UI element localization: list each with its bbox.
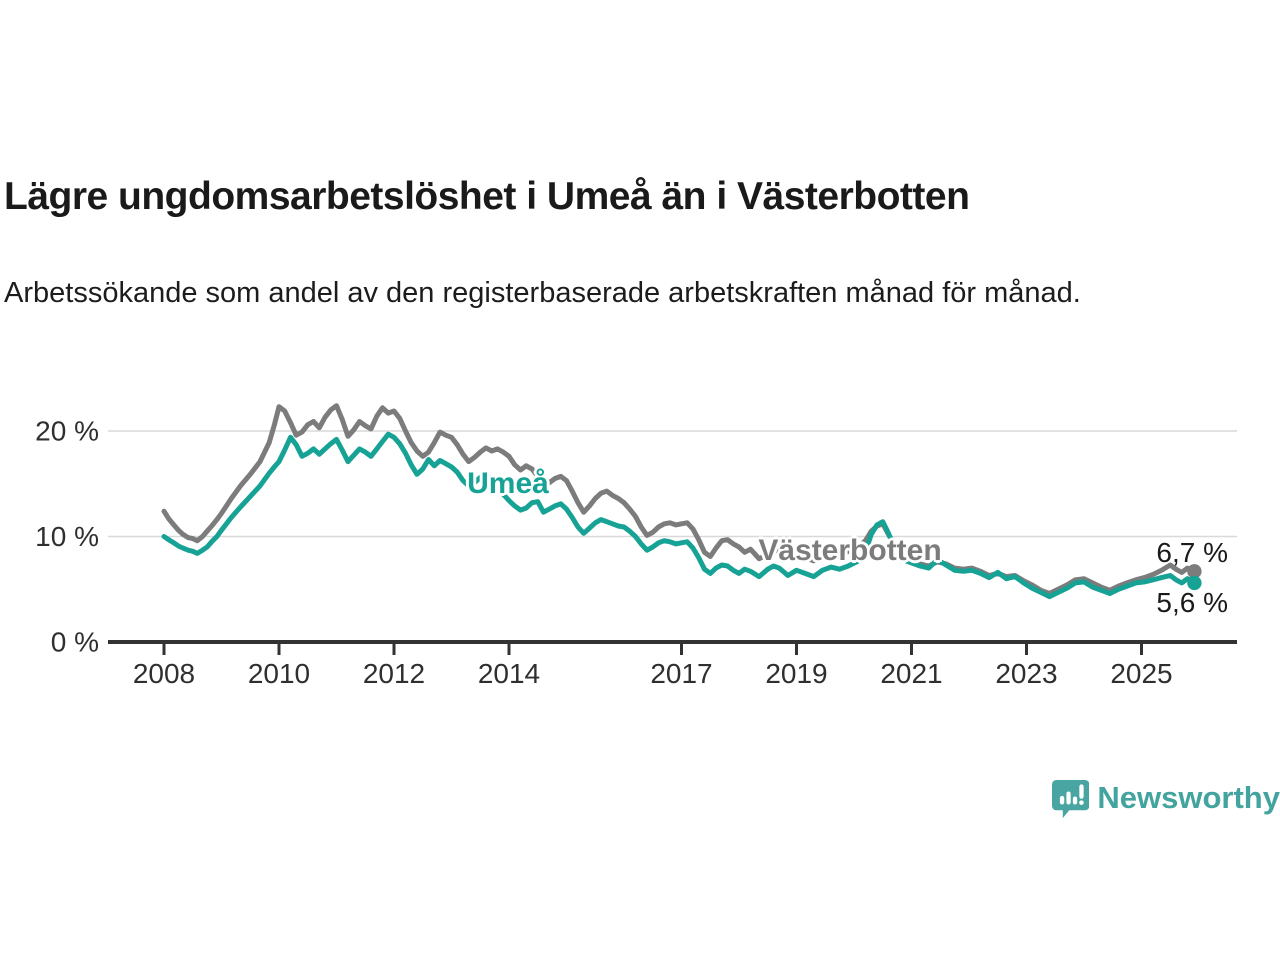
x-tick-label: 2025 <box>1110 658 1172 689</box>
y-tick-label: 10 % <box>35 521 99 552</box>
x-tick-label: 2017 <box>650 658 712 689</box>
series-end-dot-umea <box>1187 575 1202 591</box>
logo-bar-1 <box>1059 795 1065 805</box>
series-label-vasterbotten: Västerbotten <box>758 534 942 567</box>
logo-bar-3 <box>1072 796 1078 805</box>
logo-bar-2 <box>1066 791 1071 805</box>
series-label-umea: Umeå <box>467 467 549 500</box>
series-line-vasterbotten <box>161 403 1197 596</box>
series-end-dot-vasterbotten <box>1187 564 1202 579</box>
newsworthy-logo-icon <box>1052 780 1090 819</box>
end-value-label-vasterbotten: 6,7 % <box>1156 537 1228 568</box>
x-tick-label: 2023 <box>995 658 1057 689</box>
x-tick-label: 2014 <box>478 658 540 689</box>
end-value-label-umea: 5,6 % <box>1156 587 1228 618</box>
x-tick-label: 2010 <box>248 658 310 689</box>
y-tick-label: 20 % <box>35 416 99 447</box>
newsworthy-brand: Newsworthy <box>1052 768 1280 828</box>
x-tick-label: 2021 <box>880 658 942 689</box>
x-tick-label: 2012 <box>363 658 425 689</box>
chart-subtitle: Arbetssökande som andel av den registerb… <box>4 277 1081 309</box>
logo-exclamation-bar <box>1079 784 1084 799</box>
series-line-umea <box>161 431 1197 600</box>
x-tick-label: 2019 <box>765 658 827 689</box>
y-tick-label: 0 % <box>51 627 99 658</box>
x-tick-label: 2008 <box>133 658 195 689</box>
logo-exclamation-dot <box>1079 800 1084 805</box>
brand-name: Newsworthy <box>1097 780 1280 815</box>
page-title: Lägre ungdomsarbetslöshet i Umeå än i Vä… <box>4 175 970 219</box>
